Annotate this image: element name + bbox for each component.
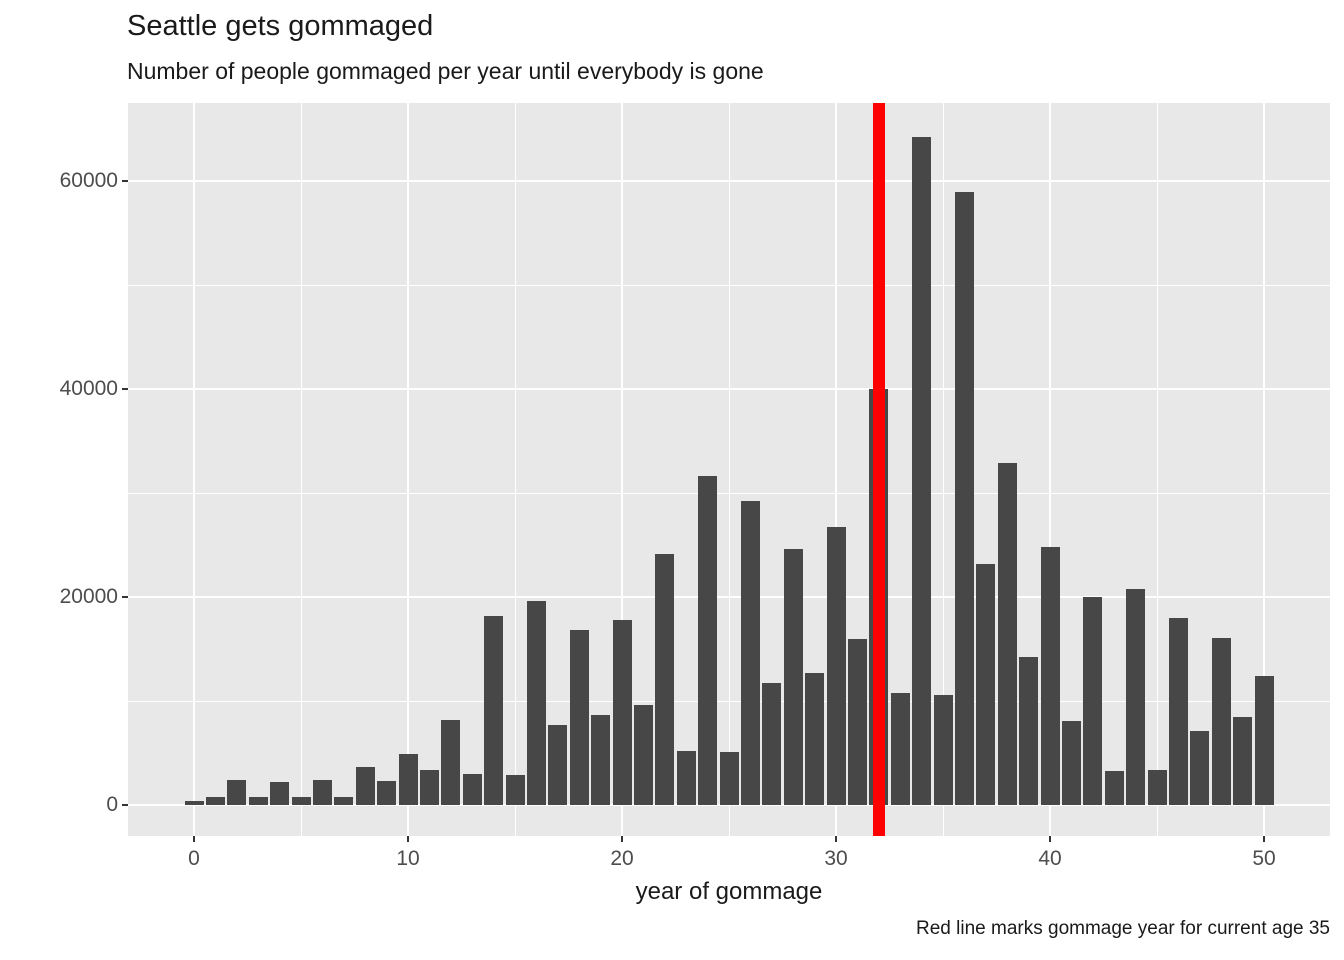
x-minor-gridline bbox=[728, 103, 730, 836]
y-axis-tick bbox=[122, 596, 128, 598]
x-minor-gridline bbox=[514, 103, 516, 836]
histogram-bar bbox=[1147, 769, 1167, 805]
chart-title: Seattle gets gommaged bbox=[127, 10, 434, 42]
x-axis-tick bbox=[1049, 836, 1051, 842]
x-major-gridline bbox=[407, 103, 409, 836]
histogram-bar bbox=[698, 476, 718, 805]
histogram-bar bbox=[740, 501, 760, 805]
histogram-bar bbox=[441, 719, 461, 805]
histogram-bar bbox=[1040, 547, 1060, 805]
histogram-bar bbox=[1061, 720, 1081, 805]
histogram-bar bbox=[591, 714, 611, 805]
x-axis-tick bbox=[193, 836, 195, 842]
histogram-bar bbox=[1254, 676, 1274, 805]
histogram-bar bbox=[1190, 731, 1210, 805]
histogram-bar bbox=[783, 549, 803, 805]
x-major-gridline bbox=[621, 103, 623, 836]
histogram-bar bbox=[1211, 637, 1231, 805]
x-axis-title: year of gommage bbox=[635, 878, 823, 905]
histogram-bar bbox=[1083, 597, 1103, 805]
histogram-bar bbox=[954, 192, 974, 805]
x-major-gridline bbox=[1263, 103, 1265, 836]
histogram-bar bbox=[890, 692, 910, 805]
histogram-bar bbox=[719, 751, 739, 805]
histogram-bar bbox=[676, 750, 696, 805]
histogram-bar bbox=[976, 563, 996, 805]
histogram-bar bbox=[997, 462, 1017, 805]
histogram-bar bbox=[291, 797, 311, 805]
histogram-bar bbox=[569, 630, 589, 805]
histogram-bar bbox=[612, 619, 632, 805]
histogram-bar bbox=[205, 796, 225, 805]
x-major-gridline bbox=[193, 103, 195, 836]
x-minor-gridline bbox=[300, 103, 302, 836]
histogram-bar bbox=[526, 601, 546, 805]
x-axis-tick bbox=[835, 836, 837, 842]
histogram-bar bbox=[1126, 588, 1146, 805]
x-major-gridline bbox=[835, 103, 837, 836]
histogram-bar bbox=[270, 781, 290, 805]
x-tick-label: 0 bbox=[188, 847, 200, 870]
histogram-bar bbox=[462, 773, 482, 805]
histogram-bar bbox=[227, 780, 247, 805]
histogram-bar bbox=[1104, 770, 1124, 805]
histogram-bar bbox=[1168, 617, 1188, 805]
histogram-bar bbox=[355, 766, 375, 805]
y-tick-label: 20000 bbox=[59, 585, 118, 608]
y-tick-label: 40000 bbox=[59, 377, 118, 400]
y-major-gridline bbox=[128, 804, 1330, 806]
chart-caption: Red line marks gommage year for current … bbox=[916, 918, 1330, 939]
x-tick-label: 20 bbox=[610, 847, 634, 870]
histogram-bar bbox=[334, 797, 354, 805]
y-tick-label: 0 bbox=[106, 793, 118, 816]
x-tick-label: 40 bbox=[1038, 847, 1062, 870]
histogram-bar bbox=[312, 780, 332, 805]
histogram-bar bbox=[1233, 716, 1253, 805]
x-tick-label: 50 bbox=[1252, 847, 1276, 870]
histogram-bar bbox=[762, 683, 782, 805]
y-axis-tick bbox=[122, 180, 128, 182]
chart-subtitle: Number of people gommaged per year until… bbox=[127, 58, 764, 84]
histogram-bar bbox=[805, 672, 825, 805]
histogram-bar bbox=[933, 694, 953, 805]
x-major-gridline bbox=[1049, 103, 1051, 836]
x-minor-gridline bbox=[1156, 103, 1158, 836]
y-major-gridline bbox=[128, 180, 1330, 182]
histogram-bar bbox=[847, 638, 867, 805]
histogram-bar bbox=[419, 769, 439, 805]
y-major-gridline bbox=[128, 596, 1330, 598]
plot-panel bbox=[128, 103, 1330, 836]
histogram-bar bbox=[505, 774, 525, 805]
x-axis-tick bbox=[621, 836, 623, 842]
histogram-bar bbox=[655, 554, 675, 805]
gommage-year-vline bbox=[872, 103, 885, 836]
y-axis-tick bbox=[122, 388, 128, 390]
histogram-bar bbox=[398, 754, 418, 805]
y-major-gridline bbox=[128, 388, 1330, 390]
x-tick-label: 10 bbox=[396, 847, 420, 870]
histogram-bar bbox=[912, 137, 932, 805]
histogram-bar bbox=[484, 615, 504, 805]
x-axis-tick bbox=[1263, 836, 1265, 842]
histogram-bar bbox=[248, 797, 268, 805]
histogram-bar bbox=[826, 527, 846, 805]
y-axis-tick bbox=[122, 804, 128, 806]
histogram-bar bbox=[548, 724, 568, 805]
x-axis-tick bbox=[407, 836, 409, 842]
histogram-bar bbox=[633, 705, 653, 805]
y-tick-label: 60000 bbox=[59, 169, 118, 192]
histogram-bar bbox=[184, 801, 204, 805]
histogram-bar bbox=[1019, 657, 1039, 805]
x-tick-label: 30 bbox=[824, 847, 848, 870]
histogram-bar bbox=[377, 781, 397, 805]
x-minor-gridline bbox=[942, 103, 944, 836]
